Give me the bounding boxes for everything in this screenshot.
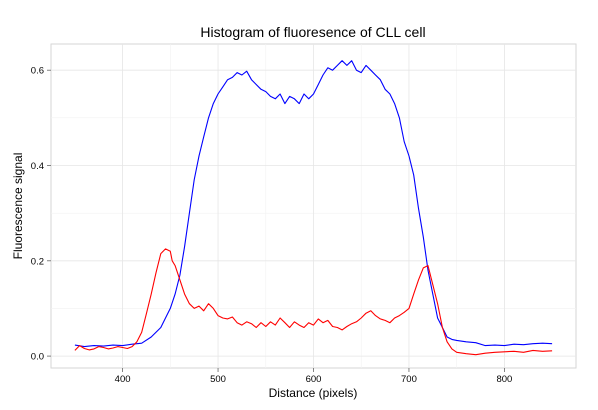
series-line-1 — [74, 60, 553, 348]
x-axis-title: Distance (pixels) — [269, 386, 358, 400]
x-axis-ticks: 400 500 600 700 800 — [115, 368, 512, 385]
x-tick-label: 600 — [306, 374, 322, 385]
y-tick-label: 0.0 — [31, 352, 44, 363]
x-tick-label: 400 — [115, 374, 131, 385]
x-tick-label: 500 — [210, 374, 226, 385]
series-lines — [74, 60, 553, 356]
x-tick-label: 800 — [496, 374, 512, 385]
y-axis-title: Fluorescence signal — [11, 153, 25, 260]
y-tick-label: 0.4 — [31, 161, 44, 172]
y-axis-ticks: 0.0 0.2 0.4 0.6 — [31, 66, 51, 363]
chart-title: Histogram of fluoresence of CLL cell — [200, 24, 425, 40]
y-tick-label: 0.6 — [31, 66, 44, 77]
x-tick-label: 700 — [401, 374, 417, 385]
grid-lines — [51, 44, 576, 368]
y-tick-label: 0.2 — [31, 256, 44, 267]
series-line-2 — [74, 248, 553, 356]
